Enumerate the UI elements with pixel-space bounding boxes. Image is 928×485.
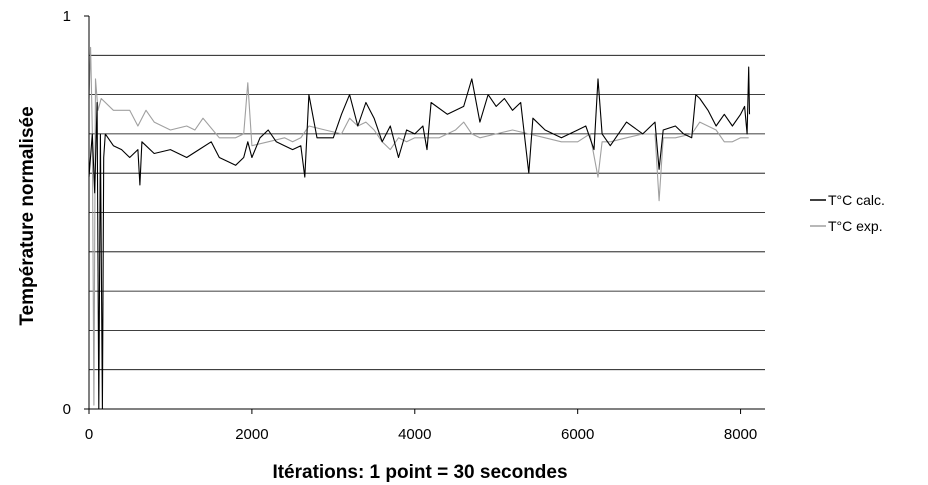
- x-tick-label: 6000: [561, 426, 594, 443]
- legend-label-exp: T°C exp.: [828, 218, 883, 234]
- y-tick-label: 1: [63, 8, 71, 25]
- x-tick-label: 2000: [235, 426, 268, 443]
- x-axis-title: Itérations: 1 point = 30 secondes: [272, 462, 567, 483]
- x-tick-label: 0: [85, 426, 93, 443]
- series-line-calc: [88, 66, 751, 410]
- series-lines: [88, 46, 751, 410]
- x-tick-label: 8000: [724, 426, 757, 443]
- axes: [88, 16, 765, 410]
- y-tick-label: 0: [63, 401, 71, 418]
- x-tick-label: 4000: [398, 426, 431, 443]
- gridlines: [89, 54, 765, 371]
- series-line-exp: [88, 46, 749, 406]
- tick-labels: 0 2000 4000 6000 8000 0 1: [63, 8, 758, 443]
- legend: T°C calc. T°C exp.: [810, 192, 885, 234]
- legend-label-calc: T°C calc.: [828, 192, 885, 208]
- y-axis-title: Température normalisée: [17, 106, 38, 325]
